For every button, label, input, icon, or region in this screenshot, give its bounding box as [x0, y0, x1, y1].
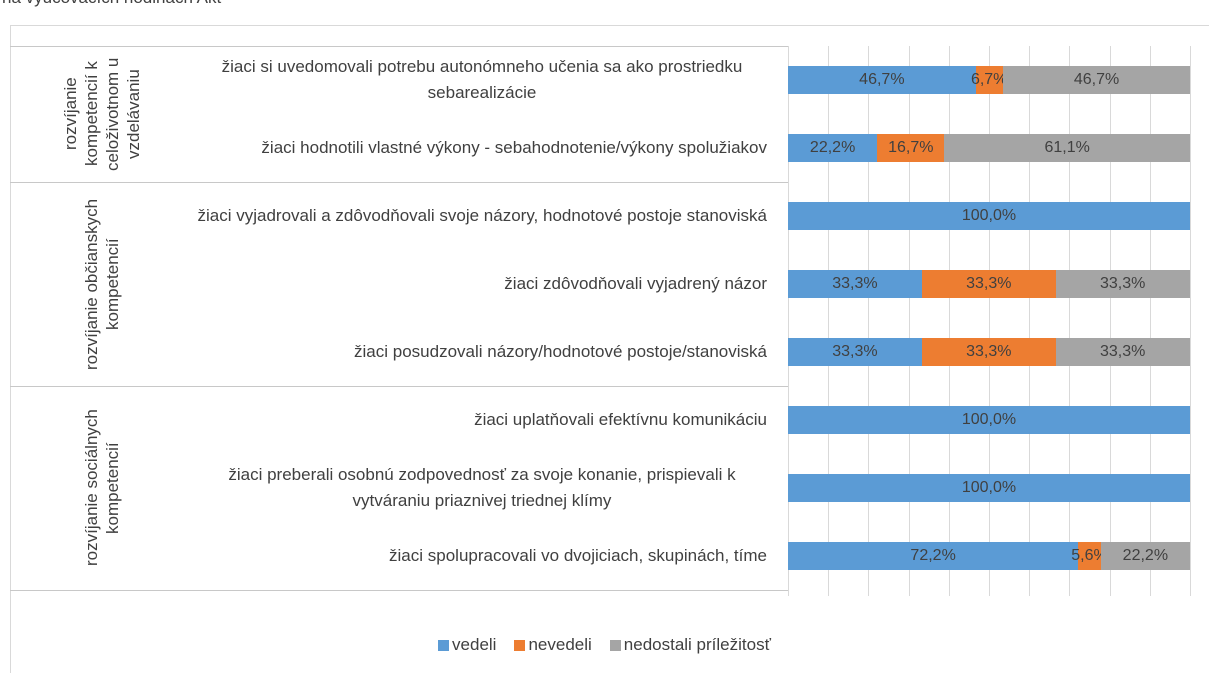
group-label-text: rozvíjanie sociálnych kompetencií [82, 409, 122, 567]
category-label: žiaci preberali osobnú zodpovednosť za s… [228, 465, 736, 510]
group-label-text: rozvíjanie kompetencií k celoživotnom u … [61, 57, 143, 171]
bar-segment [1055, 270, 1190, 298]
group-separator [10, 182, 788, 183]
bar-segment [788, 406, 1190, 434]
data-label: 5,6% [1071, 547, 1108, 564]
group-label-text: rozvíjanie občianskych kompetencií [82, 198, 122, 370]
legend-label: nedostali príležitosť [623, 635, 771, 654]
data-label: 100,0% [961, 479, 1017, 496]
category-label-box: žiaci spolupracovali vo dvojiciach, skup… [195, 522, 767, 590]
category-label-box: žiaci hodnotili vlastné výkony - sebahod… [195, 114, 767, 182]
legend-item: nedostali príležitosť [609, 633, 771, 657]
grid-line [1149, 46, 1151, 596]
data-label: 22,2% [809, 139, 856, 156]
category-label: žiaci zdôvodňovali vyjadrený názor [504, 274, 767, 293]
grid-line [989, 46, 990, 596]
category-label: žiaci si uvedomovali potrebu autonómneho… [221, 57, 743, 102]
category-label-box: žiaci vyjadrovali a zdôvodňovali svoje n… [195, 182, 767, 250]
bar-segment [1078, 542, 1101, 570]
data-label: 46,7% [859, 71, 905, 88]
data-label: 46,7% [1073, 71, 1120, 88]
bar-segment [788, 202, 1190, 230]
data-label: 33,3% [832, 275, 878, 292]
bar-segment [788, 474, 1190, 502]
data-label: 100,0% [961, 207, 1017, 224]
legend-item: nevedeli [514, 633, 592, 657]
legend-swatch [438, 639, 450, 651]
group-label: rozvíjanie občianskych kompetencií [12, 182, 192, 386]
category-label-box: žiaci uplatňovali efektívnu komunikáciu [195, 386, 767, 454]
bar-segment [788, 66, 976, 94]
bar-segment [1055, 338, 1190, 366]
grid-line [788, 46, 789, 596]
data-label: 61,1% [1044, 139, 1090, 156]
group-label: rozvíjanie kompetencií k celoživotnom u … [12, 46, 192, 182]
group-separator [10, 386, 788, 387]
group-separator [10, 590, 788, 591]
bar-segment [877, 134, 945, 162]
group-separator [10, 46, 788, 47]
grid-line [1109, 46, 1111, 596]
grid-line [1029, 46, 1031, 596]
grid-line [908, 46, 910, 596]
data-label: 72,2% [910, 547, 956, 564]
data-label: 33,3% [1099, 275, 1146, 292]
grid-line [868, 46, 870, 596]
category-label: žiaci vyjadrovali a zdôvodňovali svoje n… [197, 206, 767, 225]
group-label: rozvíjanie sociálnych kompetencií [12, 386, 192, 590]
data-label: 22,2% [1122, 547, 1169, 564]
chart-title: na vyučovacích hodinách Akt [2, 0, 221, 8]
bar-segment [788, 542, 1079, 570]
grid-line [1190, 46, 1191, 596]
bar-segment [1002, 66, 1191, 94]
legend-label: vedeli [452, 635, 497, 654]
category-label: žiaci spolupracovali vo dvojiciach, skup… [389, 546, 767, 565]
chart-frame [10, 25, 1209, 673]
bar-segment [788, 134, 878, 162]
bar-segment [944, 134, 1190, 162]
bar-segment [788, 338, 922, 366]
category-label-box: žiaci preberali osobnú zodpovednosť za s… [195, 454, 767, 522]
data-label: 33,3% [966, 275, 1012, 292]
category-label: žiaci uplatňovali efektívnu komunikáciu [474, 410, 767, 429]
category-label-box: žiaci si uvedomovali potrebu autonómneho… [195, 46, 767, 114]
grid-line [948, 46, 950, 596]
legend-swatch [514, 639, 526, 651]
data-label: 100,0% [961, 411, 1017, 428]
data-label: 33,3% [966, 343, 1012, 360]
bar-segment [921, 338, 1056, 366]
data-label: 16,7% [888, 139, 934, 156]
bar-segment [975, 66, 1003, 94]
bar-segment [921, 270, 1056, 298]
data-label: 33,3% [832, 343, 878, 360]
grid-line [828, 46, 830, 596]
legend-label: nevedeli [528, 635, 592, 654]
category-label-box: žiaci posudzovali názory/hodnotové posto… [195, 318, 767, 386]
legend-item: vedeli [438, 633, 496, 657]
grid-line [1069, 46, 1071, 596]
bar-segment [1100, 542, 1190, 570]
data-label: 6,7% [970, 71, 1008, 88]
legend: vedeli nevedeli nedostali príležitosť [0, 633, 1209, 657]
legend-swatch [609, 639, 621, 651]
category-label: žiaci hodnotili vlastné výkony - sebahod… [261, 138, 767, 157]
data-label: 33,3% [1099, 343, 1146, 360]
bar-segment [788, 270, 922, 298]
category-label: žiaci posudzovali názory/hodnotové posto… [354, 342, 767, 361]
category-label-box: žiaci zdôvodňovali vyjadrený názor [195, 250, 767, 318]
